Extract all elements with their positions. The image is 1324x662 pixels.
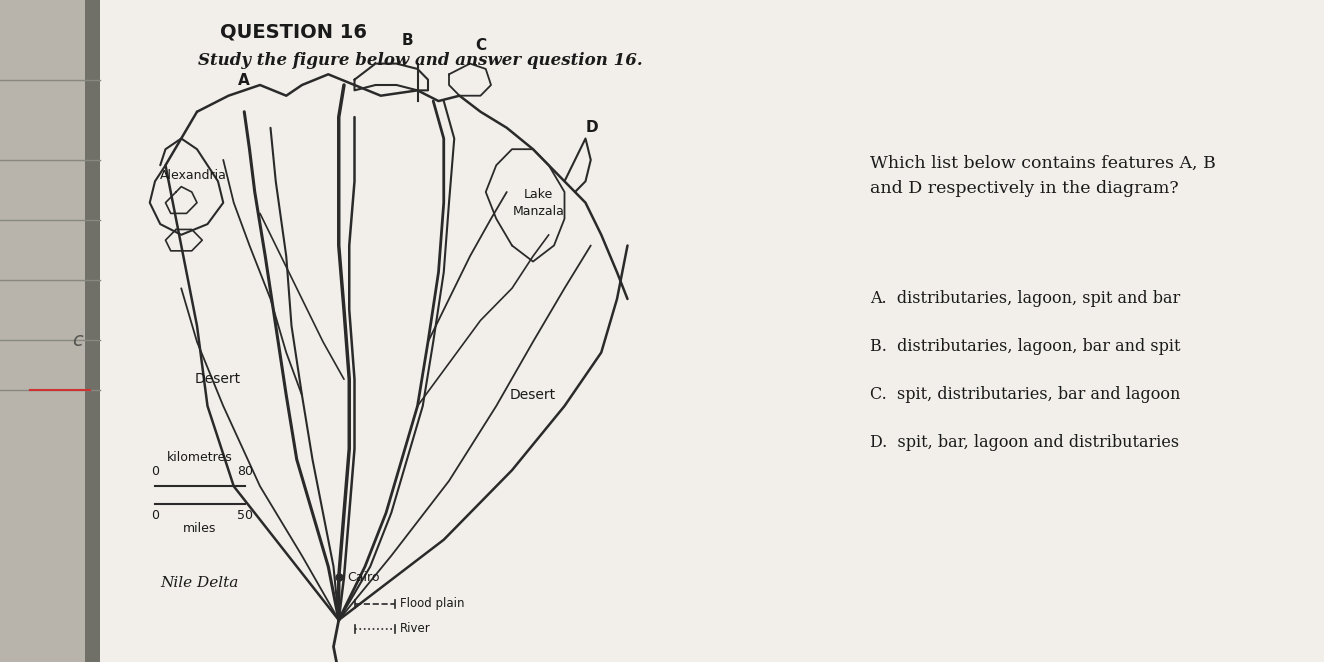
Text: Alexandria: Alexandria	[160, 169, 226, 183]
Text: B: B	[401, 32, 413, 48]
Text: 0: 0	[151, 465, 159, 478]
Text: Desert: Desert	[510, 389, 556, 402]
Text: kilometres: kilometres	[167, 451, 233, 464]
Text: miles: miles	[183, 522, 217, 536]
Text: 0: 0	[151, 509, 159, 522]
Text: Lake
Manzala: Lake Manzala	[512, 188, 564, 218]
Text: C: C	[475, 38, 486, 53]
Polygon shape	[85, 0, 101, 662]
Text: C.  spit, distributaries, bar and lagoon: C. spit, distributaries, bar and lagoon	[870, 386, 1181, 403]
Text: Which list below contains features A, B
and D respectively in the diagram?: Which list below contains features A, B …	[870, 155, 1215, 197]
Text: c: c	[71, 330, 82, 350]
Text: QUESTION 16: QUESTION 16	[220, 22, 367, 41]
Polygon shape	[0, 0, 101, 662]
Polygon shape	[101, 0, 1324, 662]
Text: A: A	[238, 73, 250, 87]
Text: Study the figure below and answer question 16.: Study the figure below and answer questi…	[199, 52, 642, 69]
Text: D.  spit, bar, lagoon and distributaries: D. spit, bar, lagoon and distributaries	[870, 434, 1180, 451]
Text: 50: 50	[237, 509, 253, 522]
Text: Nile Delta: Nile Delta	[160, 576, 238, 591]
Text: D: D	[585, 120, 598, 135]
Text: Flood plain: Flood plain	[400, 597, 463, 610]
Text: Desert: Desert	[195, 372, 241, 386]
Text: 80: 80	[237, 465, 253, 478]
Text: Cairo: Cairo	[347, 571, 379, 584]
Text: A.  distributaries, lagoon, spit and bar: A. distributaries, lagoon, spit and bar	[870, 290, 1180, 307]
Text: River: River	[400, 622, 430, 636]
Text: B.  distributaries, lagoon, bar and spit: B. distributaries, lagoon, bar and spit	[870, 338, 1181, 355]
